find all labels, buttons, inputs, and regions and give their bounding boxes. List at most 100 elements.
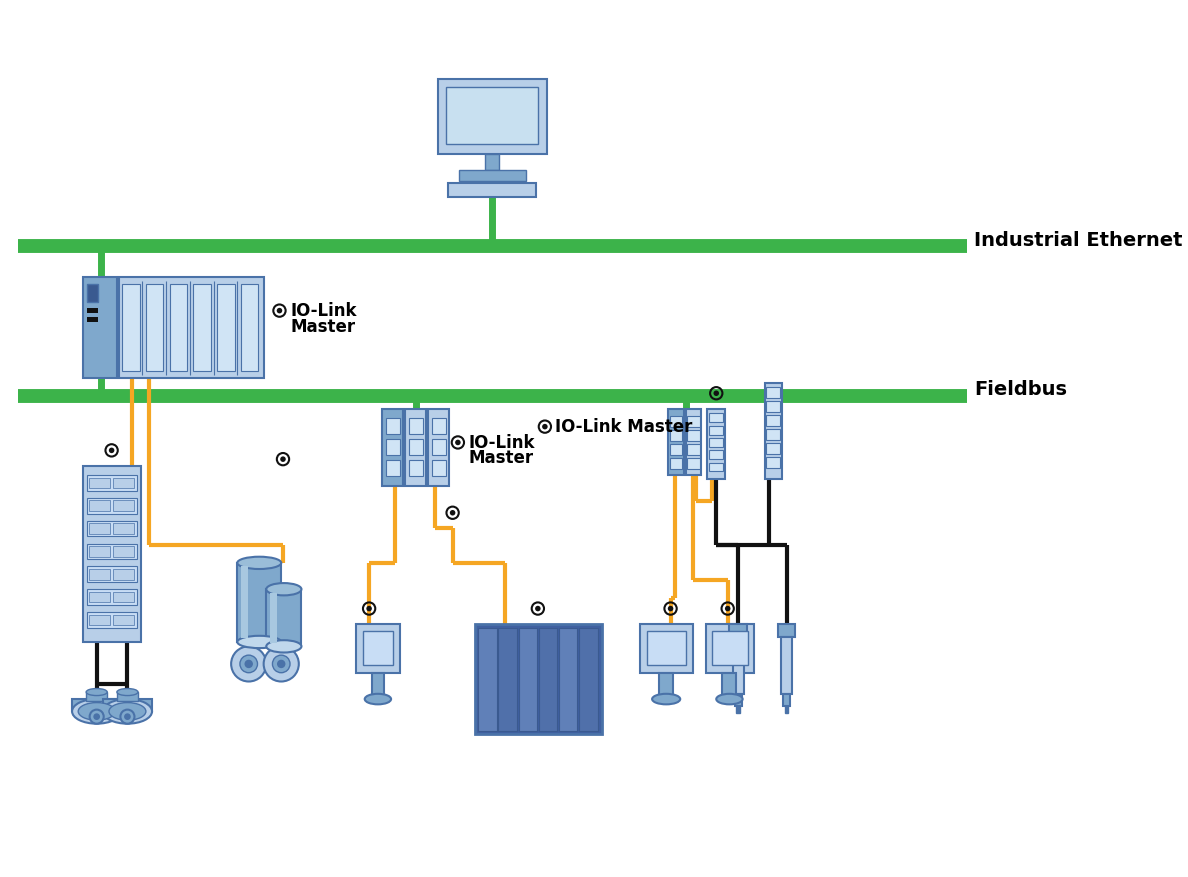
Bar [478,628,497,731]
Ellipse shape [652,694,681,704]
Circle shape [120,709,134,724]
Bar [113,524,134,534]
Bar [87,475,137,491]
Bar [386,460,400,476]
Circle shape [232,646,266,681]
Circle shape [240,655,258,673]
Circle shape [278,660,285,667]
Bar [737,706,740,713]
Ellipse shape [103,699,152,724]
Bar [87,567,137,582]
Bar [580,628,598,731]
Bar [474,624,602,734]
Circle shape [450,510,455,516]
Circle shape [542,424,548,430]
Bar [709,451,723,460]
Bar [766,415,781,425]
Bar [709,425,723,434]
Bar [447,87,538,144]
Bar [448,183,536,197]
Circle shape [245,660,252,667]
Bar [270,593,277,643]
Bar [87,521,137,537]
Bar [87,544,137,560]
Bar [670,459,682,469]
Bar [766,387,781,397]
Bar [405,409,426,487]
Bar [778,624,795,637]
Bar [668,409,684,475]
Bar [87,308,97,313]
Bar [122,284,140,371]
Circle shape [455,439,461,446]
Ellipse shape [238,636,282,648]
Bar [119,277,264,378]
Circle shape [94,714,100,719]
Bar [709,463,723,472]
Circle shape [272,655,290,673]
Bar [89,569,109,580]
Ellipse shape [116,688,138,695]
Ellipse shape [365,694,391,704]
Bar [364,631,393,665]
Bar [72,699,121,711]
Bar [708,409,725,480]
Bar [241,284,258,371]
Bar [383,409,404,487]
Bar [688,445,700,455]
Bar [766,458,781,468]
Ellipse shape [716,694,742,704]
Ellipse shape [86,688,107,695]
Circle shape [264,646,299,681]
Bar [485,154,499,170]
Circle shape [89,709,103,724]
Text: Master: Master [468,450,533,467]
Bar [116,692,138,701]
Bar [766,401,781,411]
Bar [113,569,134,580]
Bar [712,631,748,665]
Bar [89,524,109,534]
Bar [217,284,235,371]
Bar [86,692,107,701]
Bar [409,439,423,455]
Bar [87,498,137,514]
Ellipse shape [72,699,121,724]
Bar [87,612,137,628]
Bar [170,284,188,371]
Ellipse shape [109,702,146,720]
Bar [688,430,700,441]
Ellipse shape [238,557,282,569]
Bar [83,467,140,642]
Bar [89,592,109,602]
Bar [766,444,781,454]
Bar [356,624,400,673]
Bar [241,567,248,638]
Bar [89,615,109,625]
Bar [670,430,682,441]
Bar [89,546,109,557]
Bar [238,563,282,642]
Bar [386,417,400,433]
Bar [646,631,685,665]
Text: Fieldbus: Fieldbus [974,380,1067,399]
Bar [431,417,446,433]
Bar [709,438,723,447]
Bar [113,478,134,488]
Text: Master: Master [290,317,355,336]
Bar [459,170,525,181]
Ellipse shape [78,702,115,720]
Bar [437,80,546,154]
Bar [733,637,744,694]
Bar [87,284,97,302]
Bar [518,628,537,731]
Bar [409,417,423,433]
Bar [113,615,134,625]
Bar [688,459,700,469]
Bar [782,637,792,694]
Bar [765,382,782,480]
Bar [87,589,137,605]
Bar [431,439,446,455]
Circle shape [280,456,286,462]
Bar [785,706,789,713]
